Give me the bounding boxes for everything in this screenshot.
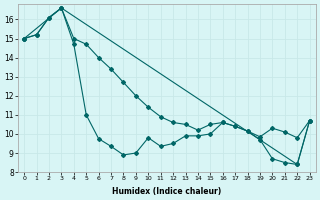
X-axis label: Humidex (Indice chaleur): Humidex (Indice chaleur)	[112, 187, 221, 196]
